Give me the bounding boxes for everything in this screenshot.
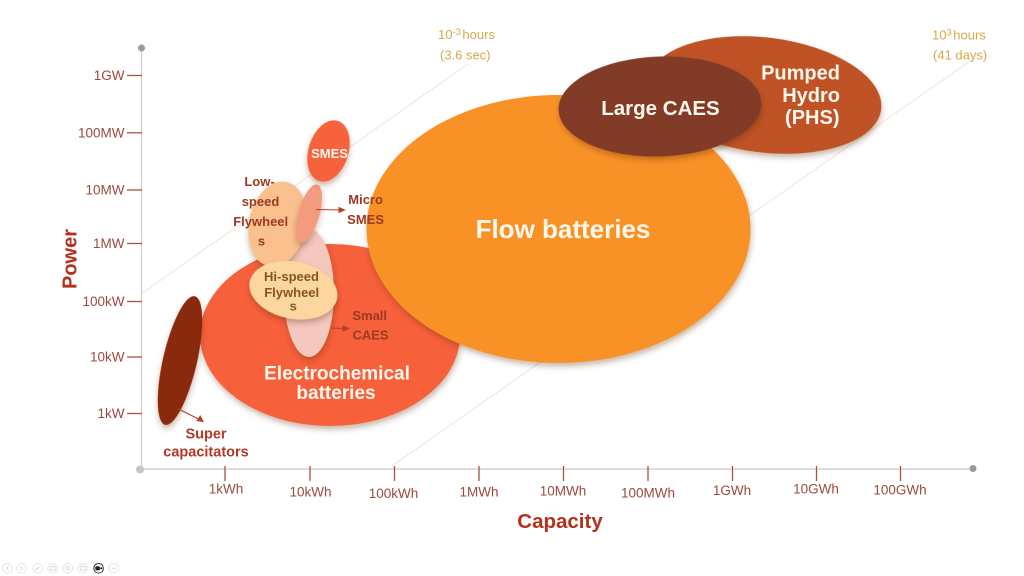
svg-text:SMES: SMES — [311, 146, 348, 161]
svg-text:1kWh: 1kWh — [209, 482, 244, 497]
svg-text:100MWh: 100MWh — [621, 486, 675, 501]
svg-text:Micro: Micro — [348, 192, 383, 207]
svg-text:(41 days): (41 days) — [933, 48, 987, 63]
svg-text:batteries: batteries — [296, 383, 375, 404]
svg-text:10GWh: 10GWh — [793, 482, 839, 497]
svg-text:1GW: 1GW — [94, 68, 125, 83]
svg-text:Pumped: Pumped — [761, 62, 840, 84]
svg-text:Electrochemical: Electrochemical — [264, 364, 410, 385]
svg-text:1MWh: 1MWh — [459, 485, 498, 500]
svg-text:(3.6 sec): (3.6 sec) — [440, 48, 491, 63]
svg-text:Power: Power — [60, 229, 82, 289]
svg-text:1GWh: 1GWh — [713, 483, 751, 498]
svg-text:s: s — [290, 299, 297, 314]
svg-text:(PHS): (PHS) — [785, 107, 839, 129]
svg-text:SMES: SMES — [347, 212, 384, 227]
svg-text:Large CAES: Large CAES — [601, 97, 719, 120]
svg-text:10MW: 10MW — [85, 183, 124, 198]
svg-text:10MWh: 10MWh — [540, 484, 587, 499]
svg-text:100kWh: 100kWh — [369, 486, 419, 501]
svg-text:100MW: 100MW — [78, 125, 125, 140]
svg-text:100GWh: 100GWh — [873, 483, 926, 498]
svg-text:capacitators: capacitators — [163, 445, 248, 461]
svg-text:speed: speed — [242, 194, 280, 209]
svg-text:Flywheel: Flywheel — [264, 285, 319, 300]
svg-text:Capacity: Capacity — [517, 510, 603, 533]
svg-text:100kW: 100kW — [82, 294, 124, 309]
svg-text:Low-: Low- — [244, 174, 274, 189]
svg-text:Super: Super — [185, 427, 226, 443]
svg-text:Small: Small — [352, 308, 387, 323]
svg-text:1kW: 1kW — [98, 406, 125, 421]
svg-text:Flow batteries: Flow batteries — [476, 214, 651, 244]
svg-text:Hydro: Hydro — [782, 85, 840, 107]
svg-text:10kW: 10kW — [90, 350, 125, 365]
svg-text:Flywheel: Flywheel — [233, 214, 288, 229]
svg-text:Hi-speed: Hi-speed — [264, 269, 319, 284]
svg-text:1MW: 1MW — [93, 236, 125, 251]
svg-text:s: s — [258, 234, 265, 249]
svg-text:10kWh: 10kWh — [289, 485, 331, 500]
svg-text:CAES: CAES — [352, 328, 388, 343]
